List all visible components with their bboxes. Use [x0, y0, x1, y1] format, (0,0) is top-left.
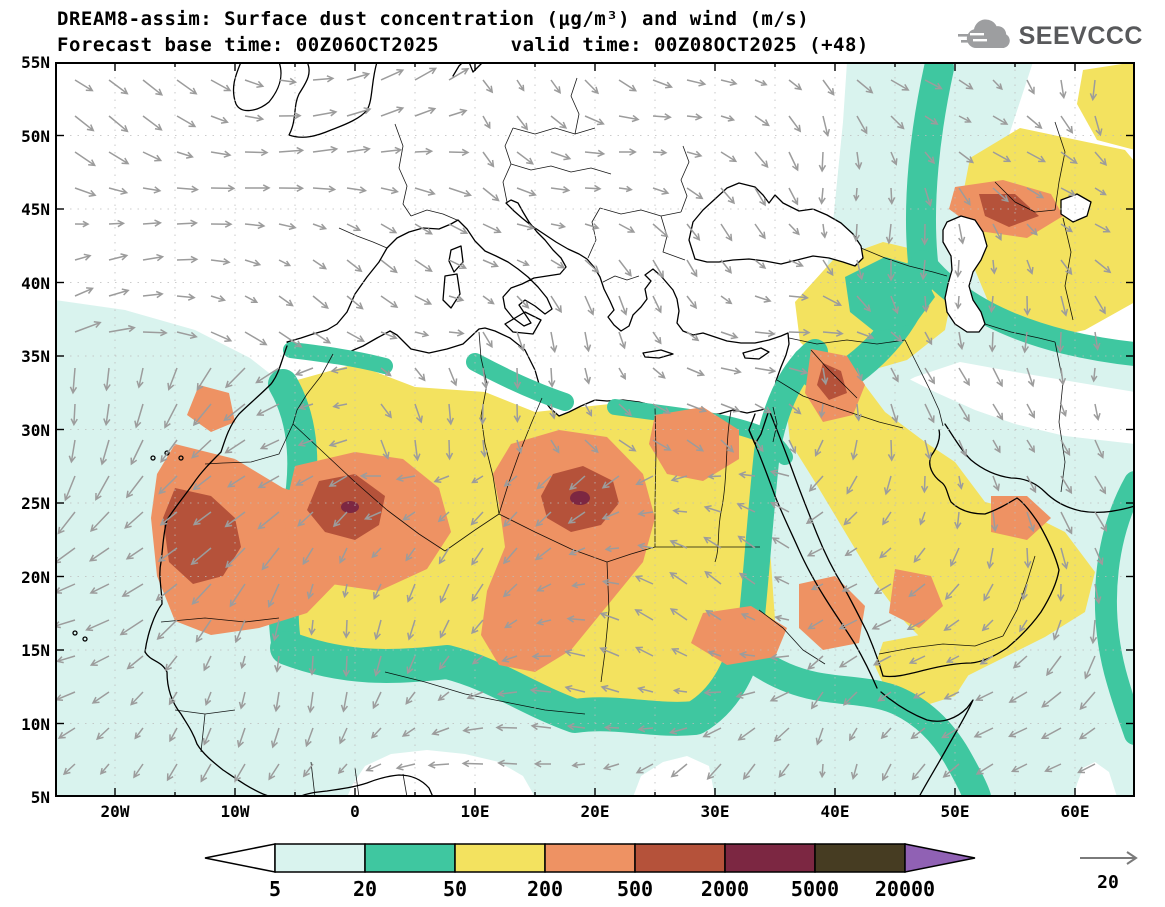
colorbar-label: 20 — [353, 877, 377, 901]
lat-label: 5N — [30, 788, 50, 807]
black-sea — [688, 182, 864, 267]
caspian-sea — [942, 215, 988, 333]
colorbar-underflow-arrow — [204, 843, 276, 873]
colorbar-segment — [724, 843, 816, 873]
colorbar-segment — [544, 843, 636, 873]
colorbar-label: 2000 — [701, 877, 749, 901]
lon-label: 50E — [940, 802, 970, 821]
lat-label: 20N — [21, 568, 50, 587]
lon-label: 40E — [820, 802, 850, 821]
aral-sea — [1060, 193, 1092, 223]
lon-label: 10E — [460, 802, 490, 821]
lon-label: 20W — [100, 802, 130, 821]
wind-reference-legend: 20 — [1072, 844, 1152, 904]
seevccc-logo: SEEVCCC — [957, 18, 1143, 54]
mediterranean-sea — [286, 199, 790, 417]
lat-label: 35N — [21, 347, 50, 366]
wind-arrow-field — [52, 67, 1112, 783]
lat-label: 30N — [21, 421, 50, 440]
colorbar-overflow-arrow — [904, 843, 976, 873]
lat-label: 50N — [21, 127, 50, 146]
logo-text: SEEVCCC — [1018, 21, 1143, 50]
colorbar-label: 5000 — [791, 877, 839, 901]
colorbar-label: 200 — [527, 877, 563, 901]
page-subtitle: Forecast base time: 00Z06OCT2025 valid t… — [57, 34, 869, 56]
dust-layer-500-2000 — [163, 194, 1039, 584]
lon-label: 10W — [220, 802, 250, 821]
lon-label: 0 — [350, 802, 360, 821]
colorbar: 5 20 50 200 500 2000 5000 20000 — [203, 842, 978, 907]
lon-label: 60E — [1060, 802, 1090, 821]
lat-label: 40N — [21, 274, 50, 293]
lat-label: 25N — [21, 494, 50, 513]
dust-layer-2000-5000 — [341, 491, 590, 513]
wind-reference-arrow — [1080, 851, 1138, 865]
colorbar-label: 500 — [617, 877, 653, 901]
map-frame — [55, 62, 1135, 797]
sea-fills — [286, 182, 864, 417]
lat-label: 10N — [21, 715, 50, 734]
cloud-icon — [957, 19, 1010, 48]
lon-label: 20E — [580, 802, 610, 821]
grid-dots — [55, 62, 1135, 797]
coastlines — [72, 61, 1136, 798]
colorbar-label: 50 — [443, 877, 467, 901]
colorbar-segment — [814, 843, 906, 873]
page-title: DREAM8-assim: Surface dust concentration… — [57, 8, 810, 30]
lon-label: 30E — [700, 802, 730, 821]
header: DREAM8-assim: Surface dust concentration… — [57, 6, 869, 58]
map-figure — [52, 53, 1147, 811]
colorbar-label: 5 — [269, 877, 281, 901]
dust-layer-20-50-patches — [845, 257, 935, 332]
lat-label: 45N — [21, 200, 50, 219]
caspian-aral-seas — [942, 193, 1092, 333]
colorbar-segment — [364, 843, 456, 873]
colorbar-segment — [634, 843, 726, 873]
lat-label: 15N — [21, 641, 50, 660]
colorbar-label: 20000 — [875, 877, 935, 901]
colorbar-segment — [454, 843, 546, 873]
wind-reference-value: 20 — [1097, 872, 1119, 893]
colorbar-segment — [274, 843, 366, 873]
lat-label: 55N — [21, 53, 50, 72]
map-canvas — [52, 53, 1147, 811]
